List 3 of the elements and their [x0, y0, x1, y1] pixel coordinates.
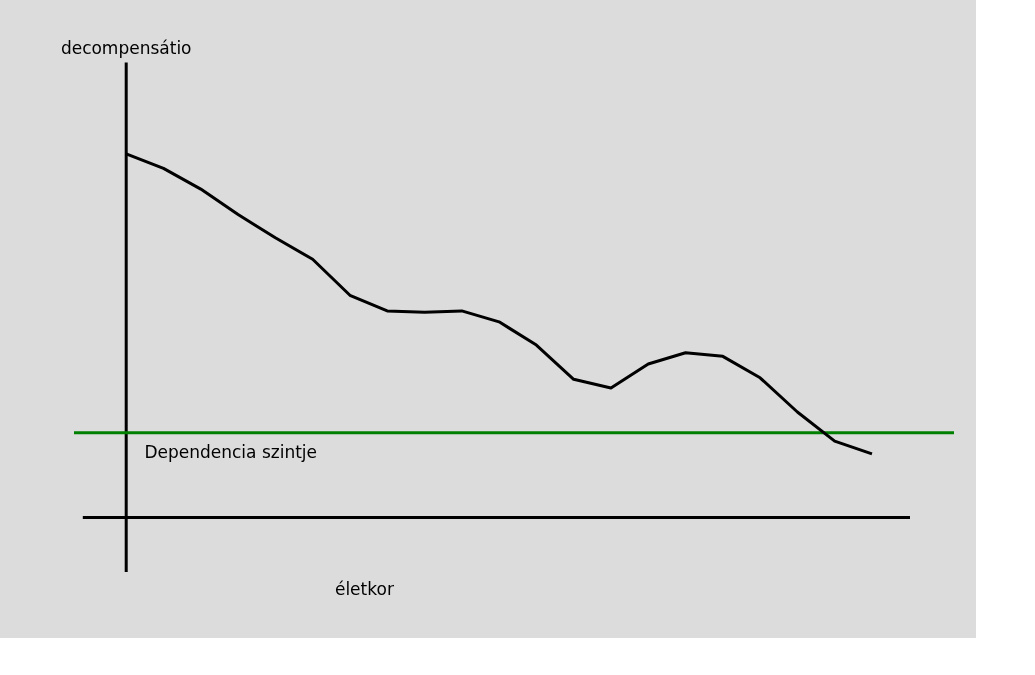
ref-line-label: Dependencia szintje — [144, 441, 318, 462]
x-axis-title: életkor — [334, 579, 394, 599]
text: decompensátio — [60, 38, 192, 59]
